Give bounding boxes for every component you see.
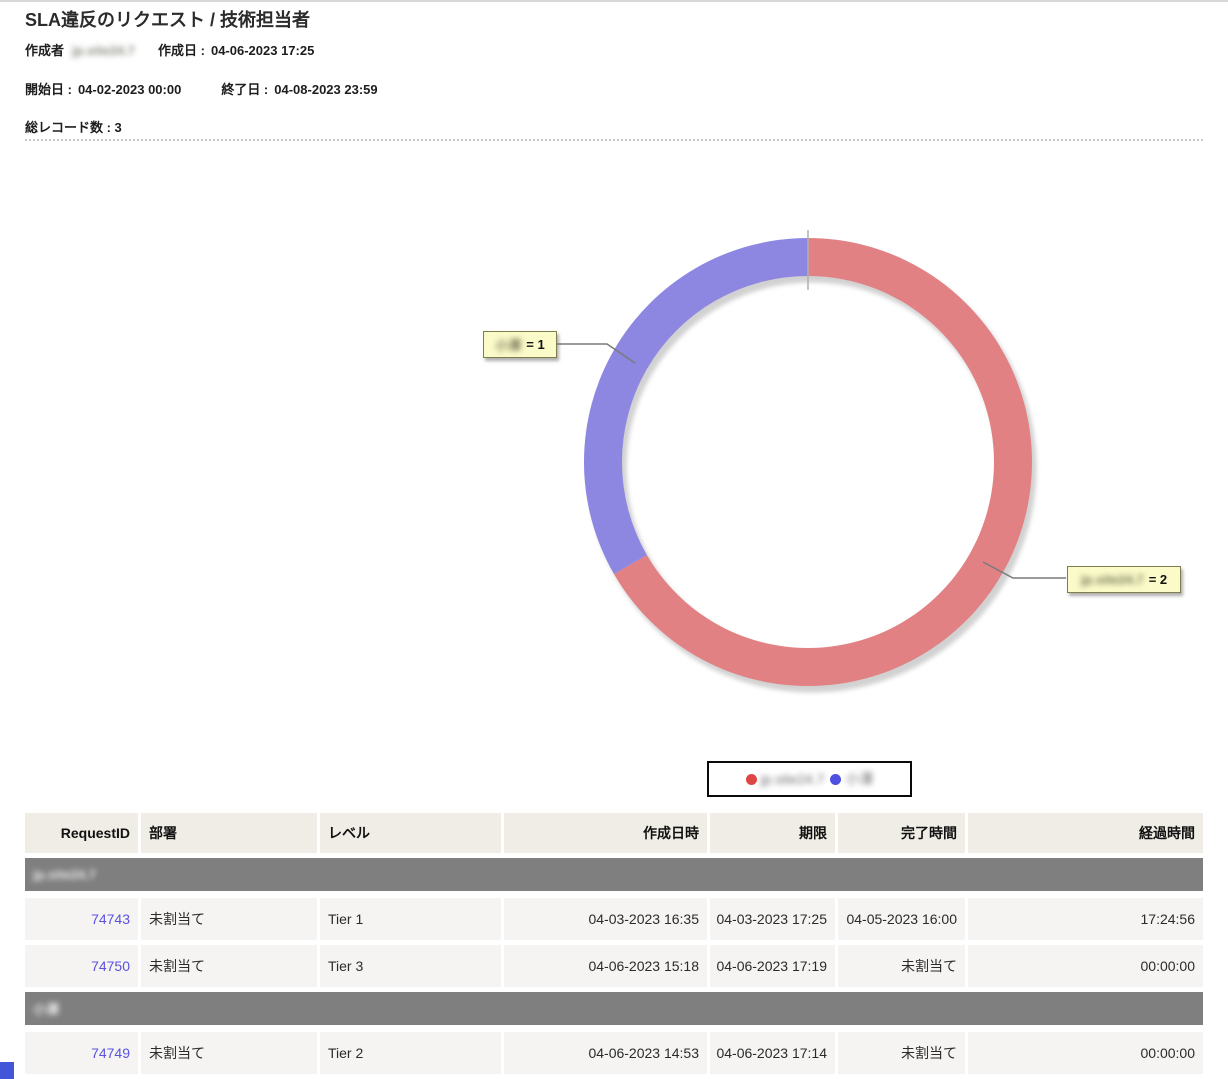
legend-item-red[interactable]: jp.site24.7 [745, 771, 825, 787]
request-id-link[interactable]: 74750 [25, 945, 138, 987]
col-header-requestid: RequestID [25, 813, 138, 853]
elapsed-cell: 00:00:00 [968, 945, 1203, 987]
department-cell: 未割当て [141, 945, 317, 987]
col-header-department: 部署 [141, 813, 317, 853]
col-header-due: 期限 [710, 813, 835, 853]
group-row-assignee-2: 小澤 [25, 992, 1203, 1025]
callout-blue-name: 小澤 [495, 338, 522, 353]
level-cell: Tier 3 [320, 945, 501, 987]
chart-legend: jp.site24.7 小澤 [707, 761, 912, 797]
elapsed-cell: 17:24:56 [968, 898, 1203, 940]
table-row-74743: 74743 未割当て Tier 1 04-03-2023 16:35 04-03… [25, 898, 1203, 940]
created-cell: 04-03-2023 16:35 [504, 898, 707, 940]
due-cell: 04-06-2023 17:14 [710, 1032, 835, 1074]
report-meta-range: 開始日 : 04-02-2023 00:00 終了日 : 04-08-2023 23:… [25, 79, 378, 98]
created-by-label: 作成者 [25, 43, 65, 58]
start-date-label: 開始日 : [25, 82, 72, 97]
legend-blue-dot-icon [830, 773, 842, 785]
table-row-74750: 74750 未割当て Tier 3 04-06-2023 15:18 04-06… [25, 945, 1203, 987]
bottom-left-partial-button[interactable] [0, 1062, 14, 1079]
completed-cell: 未割当て [838, 945, 965, 987]
top-border [0, 0, 1228, 2]
completed-cell: 04-05-2023 16:00 [838, 898, 965, 940]
level-cell: Tier 1 [320, 898, 501, 940]
callout-blue-slice: 小澤 = 1 [483, 331, 557, 358]
donut-slice-assignee-2[interactable] [583, 238, 808, 574]
start-date-value: 04-02-2023 00:00 [77, 82, 182, 97]
created-cell: 04-06-2023 14:53 [504, 1032, 707, 1074]
table-header-row: RequestID 部署 レベル 作成日時 期限 完了時間 経過時間 [25, 813, 1203, 853]
request-id-link[interactable]: 74743 [25, 898, 138, 940]
total-records: 総レコード数 : 3 [25, 120, 122, 135]
callout-red-name: jp.site24.7 [1080, 572, 1144, 587]
col-header-elapsed: 経過時間 [968, 813, 1203, 853]
created-on-label: 作成日 : [158, 43, 205, 58]
col-header-level: レベル [320, 813, 501, 853]
department-cell: 未割当て [141, 898, 317, 940]
due-cell: 04-03-2023 17:25 [710, 898, 835, 940]
completed-cell: 未割当て [838, 1032, 965, 1074]
level-cell: Tier 2 [320, 1032, 501, 1074]
elapsed-cell: 00:00:00 [968, 1032, 1203, 1074]
end-date-label: 終了日 : [221, 82, 269, 97]
legend-item-blue[interactable]: 小澤 [830, 769, 873, 789]
table-row-74749: 74749 未割当て Tier 2 04-06-2023 14:53 04-06… [25, 1032, 1203, 1074]
callout-red-slice: jp.site24.7 = 2 [1067, 566, 1181, 593]
donut-chart [583, 230, 1037, 693]
legend-red-label: jp.site24.7 [760, 771, 825, 787]
group-name: jp.site24.7 [33, 867, 96, 882]
end-date-value: 04-08-2023 23:59 [274, 82, 378, 97]
request-id-link[interactable]: 74749 [25, 1032, 138, 1074]
created-by-value: jp.site24.7 [72, 43, 135, 58]
legend-red-dot-icon [745, 773, 757, 785]
col-header-created: 作成日時 [504, 813, 707, 853]
created-cell: 04-06-2023 15:18 [504, 945, 707, 987]
group-row-jp-site24-7: jp.site24.7 [25, 858, 1203, 891]
callout-red-value: = 2 [1148, 572, 1168, 587]
col-header-completed: 完了時間 [838, 813, 965, 853]
callout-blue-value: = 1 [526, 337, 545, 352]
separator-line [25, 139, 1203, 141]
report-table: RequestID 部署 レベル 作成日時 期限 完了時間 経過時間 jp.si… [25, 813, 1203, 1079]
due-cell: 04-06-2023 17:19 [710, 945, 835, 987]
department-cell: 未割当て [141, 1032, 317, 1074]
legend-blue-label: 小澤 [845, 771, 874, 787]
page-title: SLA違反のリクエスト / 技術担当者 [25, 10, 311, 30]
group-name: 小澤 [33, 1002, 60, 1017]
report-meta-created: 作成者 jp.site24.7 作成日 : 04-06-2023 17:25 [25, 40, 314, 59]
created-on-value: 04-06-2023 17:25 [210, 43, 315, 58]
